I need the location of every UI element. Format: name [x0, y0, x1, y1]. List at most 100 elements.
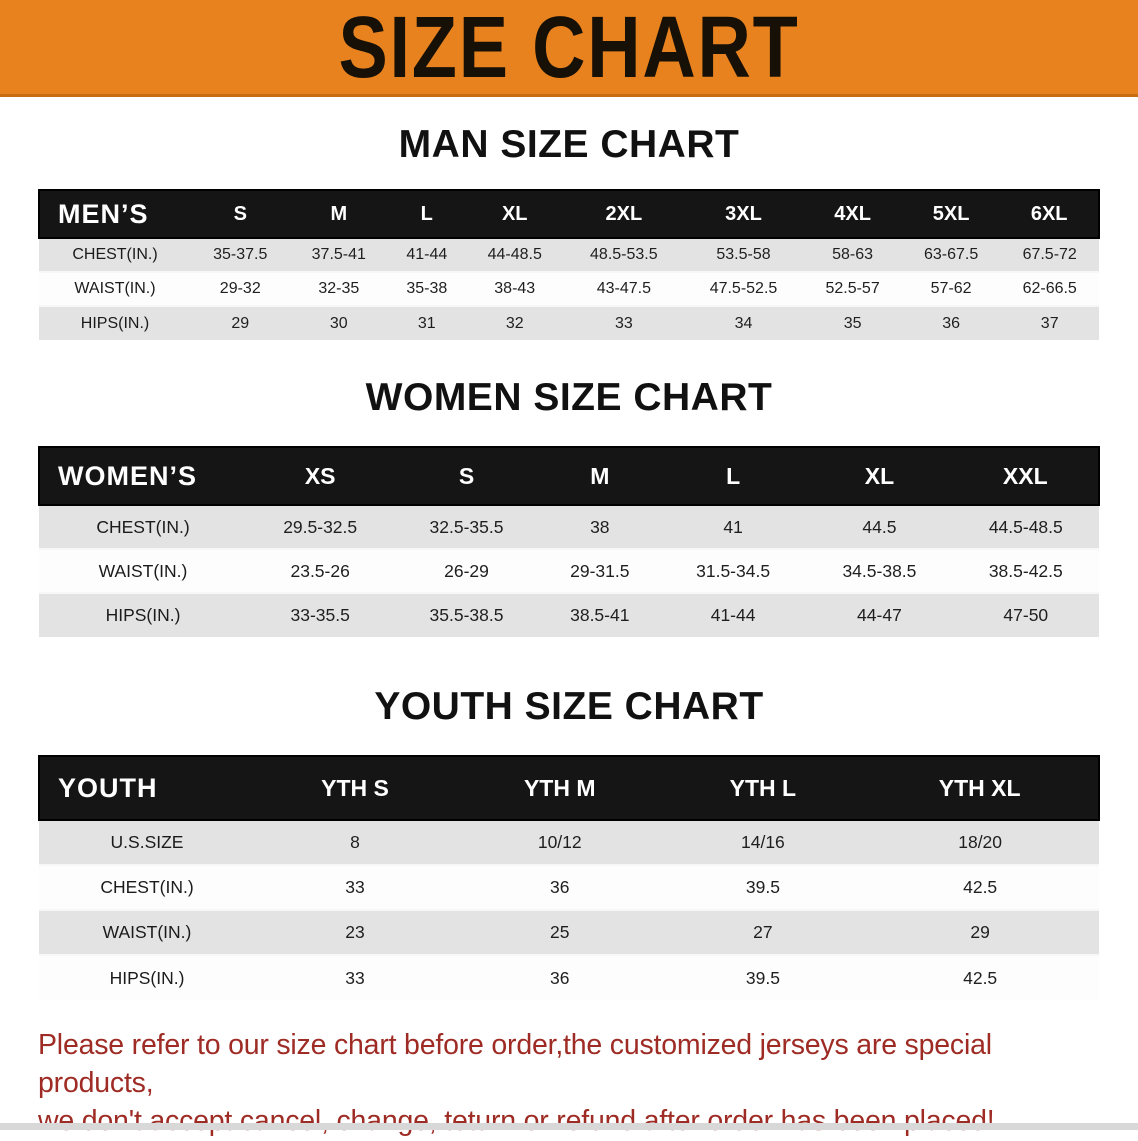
- size-value-cell: 63-67.5: [923, 246, 979, 263]
- size-column-header: S: [458, 462, 475, 489]
- row-label-cell: WAIST(IN.): [102, 922, 192, 942]
- row-label-cell: CHEST(IN.): [72, 246, 158, 263]
- size-value-cell: 35.5-38.5: [429, 605, 504, 625]
- size-value-cell: 38-43: [494, 280, 536, 297]
- table-row: CHEST(IN.) 33 36 39.5 42.5: [39, 865, 1099, 910]
- size-value-cell: 62-66.5: [1022, 280, 1077, 297]
- size-value-cell: 8: [350, 832, 360, 852]
- size-value-cell: 32: [505, 314, 524, 332]
- size-value-cell: 43-47.5: [596, 280, 651, 297]
- table-row: WAIST(IN.) 23 25 27 29: [39, 910, 1099, 955]
- size-value-cell: 44.5: [862, 516, 897, 537]
- size-value-cell: 29-32: [219, 280, 261, 297]
- size-column-header: L: [726, 462, 741, 489]
- size-column-header: YTH L: [729, 774, 797, 801]
- size-value-cell: 47.5-52.5: [709, 280, 778, 297]
- size-value-cell: 14/16: [741, 832, 785, 852]
- table-row: WAIST(IN.) 29-32 32-35 35-38 38-43 43-47.5 47.…: [39, 272, 1099, 306]
- size-value-cell: 44-48.5: [487, 246, 542, 263]
- size-value-cell: 29: [231, 314, 250, 332]
- size-value-cell: 34: [734, 314, 753, 332]
- table-row: HIPS(IN.) 33 36 39.5 42.5: [39, 955, 1099, 1000]
- size-value-cell: 33: [614, 314, 633, 332]
- row-label-cell: HIPS(IN.): [80, 314, 150, 332]
- size-value-cell: 29-31.5: [570, 560, 630, 581]
- size-value-cell: 35-37.5: [213, 246, 268, 263]
- size-value-cell: 41-44: [406, 246, 448, 263]
- size-column-header: M: [590, 462, 610, 489]
- size-value-cell: 36: [550, 967, 570, 988]
- size-column-header: S: [233, 202, 247, 225]
- size-value-cell: 29: [970, 922, 990, 942]
- row-label-cell: HIPS(IN.): [105, 605, 181, 625]
- size-column-header: YTH S: [321, 774, 389, 801]
- table-row: HIPS(IN.) 29 30 31 32 33 34 35 36 37: [39, 306, 1099, 340]
- row-label-cell: HIPS(IN.): [109, 967, 185, 988]
- size-value-cell: 57-62: [930, 280, 972, 297]
- size-value-cell: 52.5-57: [825, 280, 880, 297]
- size-value-cell: 38.5-41: [570, 605, 630, 625]
- size-column-header: M: [330, 202, 348, 225]
- size-value-cell: 35: [843, 314, 862, 332]
- size-value-cell: 44-47: [857, 605, 902, 625]
- size-value-cell: 41-44: [710, 605, 756, 625]
- banner: SIZE CHART: [0, 0, 1138, 97]
- women-section-heading: WOMEN SIZE CHART: [365, 376, 773, 419]
- size-column-header: XXL: [1002, 462, 1048, 489]
- size-value-cell: 39.5: [745, 967, 780, 988]
- size-value-cell: 18/20: [958, 832, 1003, 852]
- size-column-header: 4XL: [834, 202, 871, 225]
- table-row: U.S.SIZE 8 10/12 14/16 18/20: [39, 820, 1099, 865]
- row-label-cell: CHEST(IN.): [100, 877, 194, 897]
- row-label-cell: CHEST(IN.): [96, 516, 190, 537]
- size-value-cell: 53.5-58: [716, 246, 771, 263]
- table-title-cell: WOMEN’S: [58, 460, 197, 491]
- men-section-heading: MAN SIZE CHART: [398, 123, 740, 166]
- size-column-header: XL: [864, 462, 895, 489]
- youth-size-section: YOUTH SIZE CHART YOUTH YTH S YTH M YTH L YTH…: [0, 685, 1138, 1000]
- size-value-cell: 30: [329, 314, 348, 332]
- size-value-cell: 31: [417, 314, 436, 332]
- table-title-cell: YOUTH: [58, 772, 158, 803]
- size-value-cell: 44.5-48.5: [988, 516, 1063, 537]
- size-value-cell: 32-35: [318, 280, 360, 297]
- size-value-cell: 42.5: [963, 967, 998, 988]
- size-value-cell: 33-35.5: [290, 605, 350, 625]
- size-value-cell: 25: [550, 922, 570, 942]
- table-header-row: MEN’S S M L XL 2XL 3XL 4XL 5XL 6XL: [39, 190, 1099, 238]
- size-value-cell: 36: [550, 877, 570, 897]
- women-size-section: WOMEN SIZE CHART WOMEN’S XS S M L XL XXL CHEST(…: [0, 376, 1138, 637]
- size-value-cell: 10/12: [537, 832, 582, 852]
- men-size-table: MEN’S S M L XL 2XL 3XL 4XL 5XL 6XL CHEST(IN.) 35-37…: [38, 189, 1100, 340]
- size-value-cell: 33: [345, 967, 365, 988]
- size-value-cell: 26-29: [444, 560, 489, 581]
- size-column-header: 5XL: [932, 202, 970, 225]
- size-column-header: 6XL: [1030, 202, 1068, 225]
- size-value-cell: 67.5-72: [1022, 246, 1077, 263]
- size-value-cell: 41: [723, 516, 743, 537]
- size-value-cell: 32.5-35.5: [429, 516, 504, 537]
- size-value-cell: 23: [345, 922, 365, 942]
- table-header-row: WOMEN’S XS S M L XL XXL: [39, 447, 1099, 505]
- size-value-cell: 37.5-41: [311, 246, 366, 263]
- size-column-header: XL: [501, 202, 528, 225]
- table-row: WAIST(IN.) 23.5-26 26-29 29-31.5 31.5-34.5 34…: [39, 549, 1099, 593]
- size-value-cell: 58-63: [832, 246, 874, 263]
- row-label-cell: WAIST(IN.): [98, 560, 188, 581]
- youth-section-heading: YOUTH SIZE CHART: [374, 685, 764, 728]
- size-column-header: L: [420, 202, 433, 225]
- youth-size-table: YOUTH YTH S YTH M YTH L YTH XL U.S.SIZE 8 10/12…: [38, 755, 1100, 1000]
- table-title-cell: MEN’S: [58, 198, 149, 229]
- row-label-cell: U.S.SIZE: [110, 832, 184, 852]
- men-size-section: MAN SIZE CHART MEN’S S M L XL 2XL 3XL 4XL 5XL 6XL…: [0, 123, 1138, 340]
- table-row: HIPS(IN.) 33-35.5 35.5-38.5 38.5-41 41-44 44-…: [39, 593, 1099, 637]
- footer-strip: [0, 1123, 1138, 1130]
- size-value-cell: 47-50: [1003, 605, 1049, 625]
- size-value-cell: 48.5-53.5: [590, 246, 658, 263]
- size-value-cell: 33: [345, 877, 365, 897]
- page-title: SIZE CHART: [338, 0, 800, 96]
- size-value-cell: 37: [1040, 314, 1059, 332]
- size-value-cell: 39.5: [745, 877, 780, 897]
- size-value-cell: 27: [753, 922, 773, 942]
- row-label-cell: WAIST(IN.): [74, 280, 156, 297]
